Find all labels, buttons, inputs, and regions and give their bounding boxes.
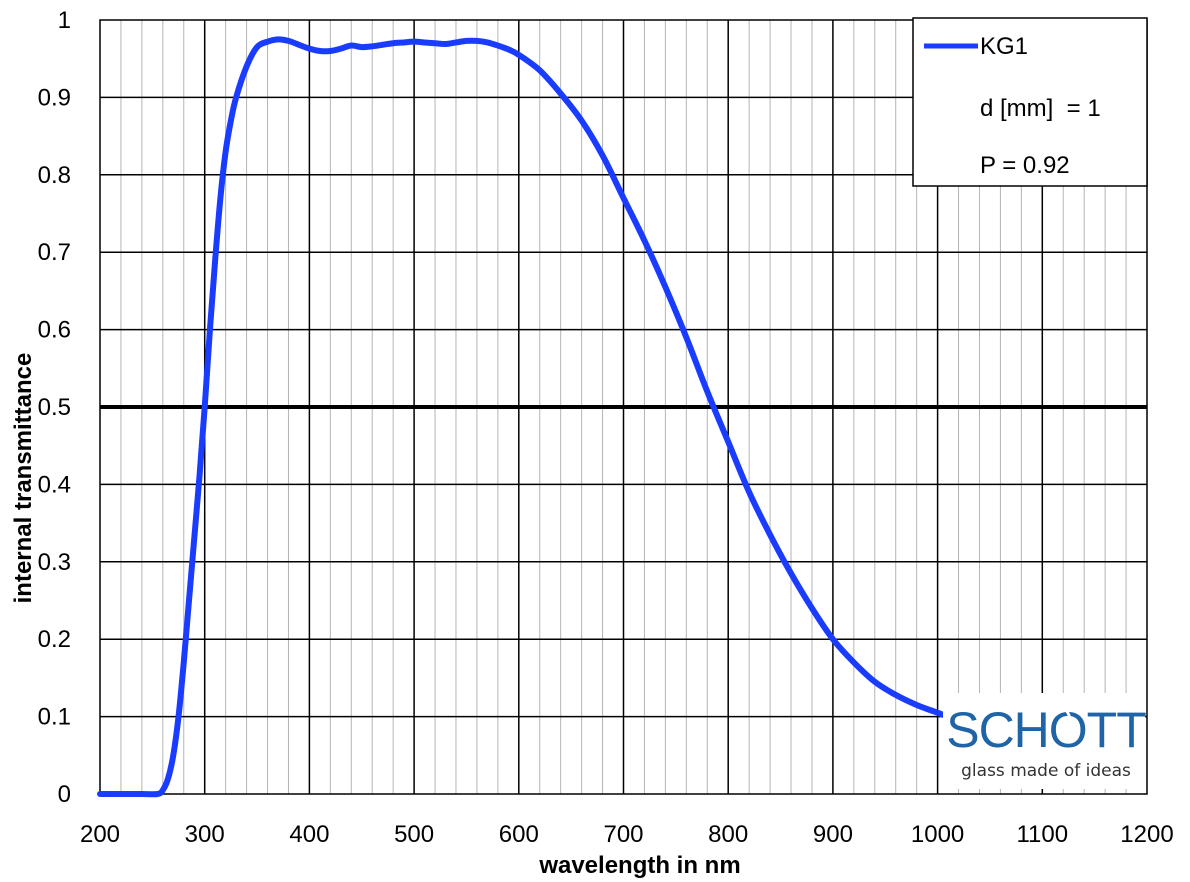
x-tick-label: 1000: [911, 821, 964, 848]
y-tick-label: 0.3: [38, 549, 71, 576]
legend: KG1 d [mm] = 1 P = 0.92: [912, 17, 1148, 187]
x-tick-label: 800: [708, 821, 748, 848]
y-tick-label: 0.7: [38, 239, 71, 266]
y-tick-label: 0.9: [38, 84, 71, 111]
major-gridlines: [100, 20, 1147, 794]
y-tick-label: 0.6: [38, 317, 71, 344]
logo-wordmark: SCHOTT: [946, 702, 1146, 758]
y-tick-label: 0.1: [38, 704, 71, 731]
y-tick-labels: 0 0.1 0.2 0.3 0.4 0.5 0.6 0.7 0.8 0.9 1: [38, 7, 71, 808]
x-tick-label: 200: [80, 821, 120, 848]
x-tick-label: 700: [603, 821, 643, 848]
schott-logo: SCHOTT glass made of ideas: [943, 693, 1147, 789]
y-tick-label: 0.8: [38, 162, 71, 189]
y-tick-label: 0.2: [38, 626, 71, 653]
x-tick-label: 600: [499, 821, 539, 848]
series-layer: [97, 36, 1004, 798]
legend-p-label: P = 0.92: [980, 152, 1070, 179]
plot-area-frame: [99, 19, 1148, 795]
x-axis-label: wavelength in nm: [538, 852, 740, 879]
x-tick-labels: 200 300 400 500 600 700 800 900 1000 1100 1200: [80, 821, 1174, 848]
legend-thickness-label: d [mm] = 1: [980, 95, 1101, 122]
logo-swoosh-icon: [1061, 705, 1073, 744]
y-tick-label: 0.5: [38, 394, 71, 421]
x-tick-label: 900: [813, 821, 853, 848]
x-tick-label: 300: [185, 821, 225, 848]
logo-background: [943, 693, 1145, 789]
logo-tagline: glass made of ideas: [961, 761, 1131, 781]
y-tick-label: 1: [58, 7, 71, 34]
legend-series-label: KG1: [980, 33, 1028, 60]
x-tick-label: 1200: [1120, 821, 1173, 848]
y-tick-label: 0.4: [38, 471, 71, 498]
y-tick-label: 0: [58, 781, 71, 808]
x-tick-label: 1100: [1016, 821, 1068, 848]
x-tick-label: 400: [289, 821, 329, 848]
y-axis-label: internal transmittance: [10, 353, 37, 604]
series-line-kg1: [97, 36, 1004, 798]
x-tick-label: 500: [394, 821, 434, 848]
